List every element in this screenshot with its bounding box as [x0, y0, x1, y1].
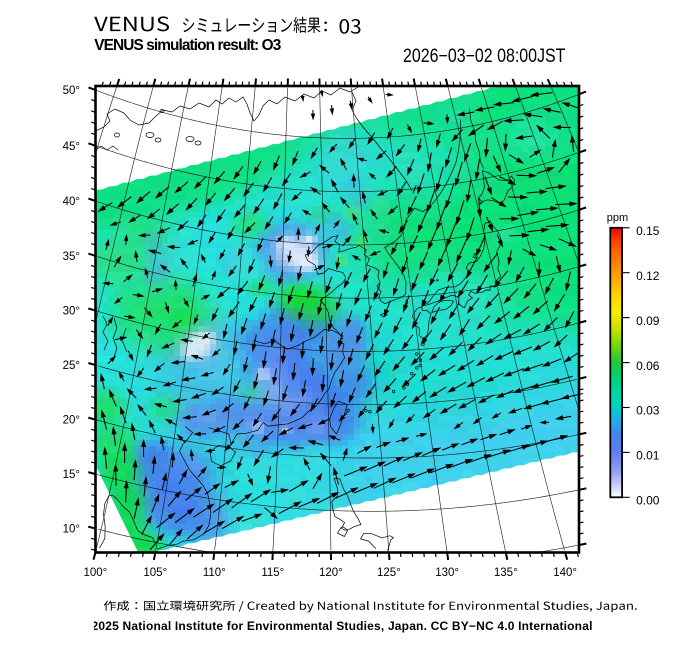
svg-text:115°: 115°: [261, 567, 284, 579]
svg-text:0.03: 0.03: [636, 404, 660, 418]
svg-text:135°: 135°: [494, 567, 518, 579]
svg-text:100°: 100°: [84, 567, 108, 579]
svg-text:45°: 45°: [63, 141, 80, 153]
svg-text:110°: 110°: [203, 567, 226, 579]
svg-text:105°: 105°: [143, 567, 167, 579]
svg-text:120°: 120°: [319, 567, 343, 579]
svg-text:ppm: ppm: [607, 212, 628, 224]
svg-text:130°: 130°: [435, 567, 459, 579]
svg-text:0.15: 0.15: [636, 224, 660, 238]
svg-text:0.01: 0.01: [636, 449, 660, 463]
svg-text:0.00: 0.00: [636, 494, 660, 508]
svg-text:30°: 30°: [63, 306, 80, 318]
svg-text:20°: 20°: [63, 415, 80, 427]
svg-text:35°: 35°: [63, 251, 80, 263]
svg-text:0.12: 0.12: [636, 269, 660, 283]
svg-text:140°: 140°: [553, 567, 577, 579]
svg-text:0.06: 0.06: [636, 359, 660, 373]
svg-text:0.09: 0.09: [636, 314, 660, 328]
svg-text:10°: 10°: [63, 524, 80, 536]
svg-text:25°: 25°: [63, 360, 80, 372]
svg-text:40°: 40°: [63, 196, 80, 208]
svg-text:50°: 50°: [63, 85, 80, 97]
svg-text:15°: 15°: [63, 469, 80, 481]
svg-text:125°: 125°: [377, 567, 401, 579]
